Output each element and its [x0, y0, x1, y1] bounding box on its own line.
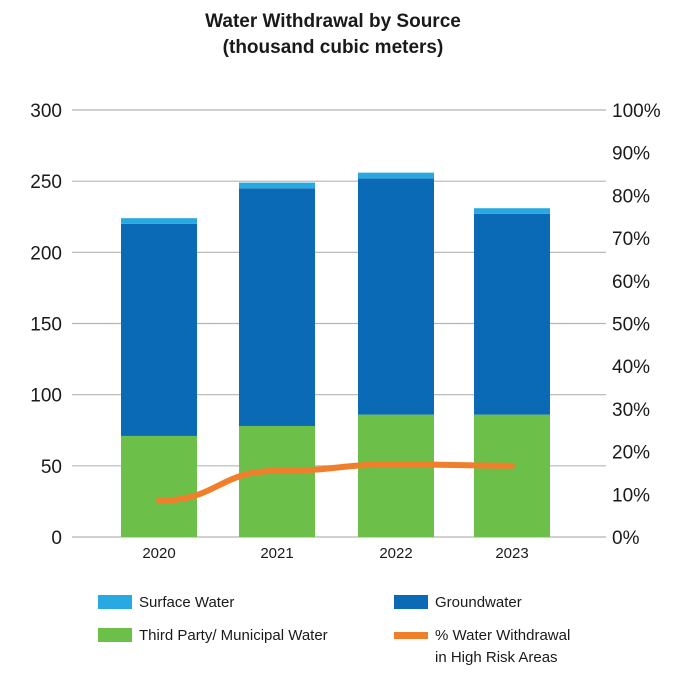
chart-title: Water Withdrawal by Source [205, 11, 461, 32]
y-right-tick-label: 80% [612, 186, 650, 207]
line-group [156, 461, 515, 504]
legend-label: Surface Water [139, 594, 234, 611]
legend-swatch [394, 595, 428, 609]
left-axis: 0 50 100 150 200 250 300 [30, 101, 62, 549]
y-right-tick-label: 30% [612, 400, 650, 421]
y-right-tick-label: 0% [612, 528, 640, 549]
y-right-tick-label: 100% [612, 101, 661, 122]
legend-swatch [98, 595, 132, 609]
bar-groundwater-2021 [239, 188, 315, 426]
x-tick-label: 2021 [260, 545, 293, 562]
y-right-tick-label: 70% [612, 229, 650, 250]
bar-surface-water-2022 [358, 172, 434, 179]
legend-label: Groundwater [435, 594, 522, 611]
legend: Surface Water Groundwater Third Party/ Mun… [98, 594, 570, 666]
legend-line-swatch [394, 632, 428, 639]
y-left-tick-label: 150 [30, 315, 62, 336]
x-tick-label: 2020 [142, 545, 175, 562]
bar-groundwater-2020 [121, 223, 197, 436]
y-right-tick-label: 10% [612, 485, 650, 506]
bar-groundwater-2022 [358, 178, 434, 415]
bar-surface-water-2021 [239, 182, 315, 189]
y-left-tick-label: 50 [41, 457, 62, 478]
y-right-tick-label: 90% [612, 144, 650, 165]
legend-label: % Water Withdrawal [435, 627, 570, 644]
bar-group [121, 172, 550, 537]
x-axis: 2020 2021 2022 2023 [142, 545, 528, 562]
x-tick-label: 2022 [379, 545, 412, 562]
y-left-tick-label: 200 [30, 243, 62, 264]
line-high-risk-percent [156, 461, 515, 504]
bar-third-party-municipal-water-2020 [121, 435, 197, 537]
y-right-tick-label: 60% [612, 272, 650, 293]
chart-subtitle: (thousand cubic meters) [223, 37, 444, 58]
x-tick-label: 2023 [495, 545, 528, 562]
bar-third-party-municipal-water-2023 [474, 414, 550, 537]
bar-surface-water-2020 [121, 218, 197, 224]
y-left-tick-label: 0 [51, 528, 62, 549]
y-left-tick-label: 250 [30, 172, 62, 193]
y-right-tick-label: 40% [612, 357, 650, 378]
y-right-tick-label: 50% [612, 315, 650, 336]
right-axis: 0% 10% 20% 30% 40% 50% 60% 70% 80% 90% 100% [612, 101, 661, 549]
bar-third-party-municipal-water-2021 [239, 425, 315, 537]
bar-third-party-municipal-water-2022 [358, 414, 434, 537]
bar-groundwater-2023 [474, 213, 550, 415]
bar-surface-water-2023 [474, 208, 550, 214]
legend-label: Third Party/ Municipal Water [139, 627, 328, 644]
y-right-tick-label: 20% [612, 443, 650, 464]
legend-label: in High Risk Areas [435, 649, 558, 666]
legend-swatch [98, 628, 132, 642]
y-left-tick-label: 100 [30, 386, 62, 407]
y-left-tick-label: 300 [30, 101, 62, 122]
